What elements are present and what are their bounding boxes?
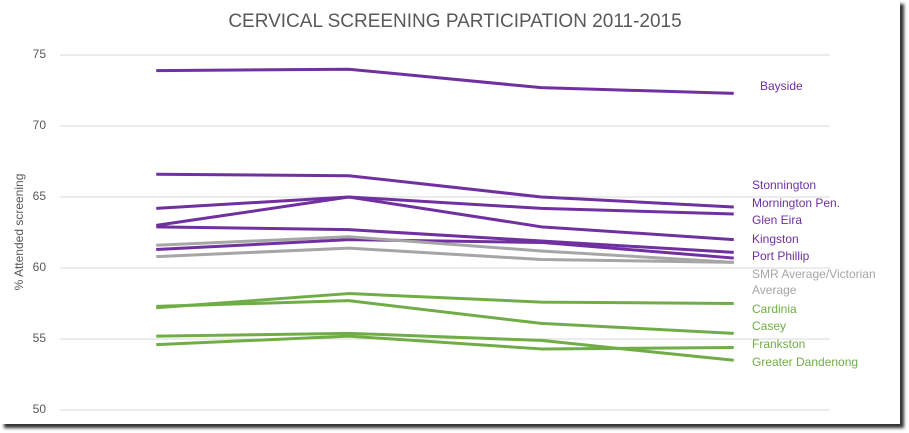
y-tick-label: 60 — [33, 260, 47, 274]
series-line — [156, 238, 734, 260]
series-label: Cardinia — [752, 302, 797, 316]
series-line — [156, 331, 734, 362]
series-line — [156, 67, 734, 95]
y-tick-label: 50 — [33, 402, 47, 416]
series-label: Casey — [752, 319, 787, 333]
series-line — [156, 292, 734, 310]
series-label: Bayside — [760, 79, 803, 93]
series-line — [156, 225, 734, 254]
chart: CERVICAL SCREENING PARTICIPATION 2011-20… — [12, 11, 830, 416]
chart-title: CERVICAL SCREENING PARTICIPATION 2011-20… — [228, 11, 681, 32]
y-tick-label: 55 — [33, 331, 47, 345]
series-line — [156, 246, 734, 264]
series-label: Glen Eira — [752, 213, 803, 227]
series-label: SMR Average/Victorian Average — [752, 267, 876, 297]
series-line — [156, 299, 734, 335]
y-tick-label: 75 — [33, 47, 47, 61]
series-line — [156, 235, 734, 264]
series-label: Greater Dandenong — [752, 355, 859, 369]
series-line — [156, 334, 734, 351]
series-line — [156, 195, 734, 242]
series-label: Frankston — [752, 337, 806, 351]
series-line — [156, 172, 734, 209]
series-label: Mornington Pen. — [752, 196, 841, 210]
y-tick-label: 70 — [33, 118, 47, 132]
y-axis-title: % Attended screening — [12, 174, 26, 291]
series-label: Kingston — [752, 232, 799, 246]
series-label: Port Phillip — [752, 249, 810, 263]
series-line — [156, 195, 734, 216]
y-tick-label: 65 — [33, 189, 47, 203]
series-label: Stonnington — [752, 178, 817, 192]
